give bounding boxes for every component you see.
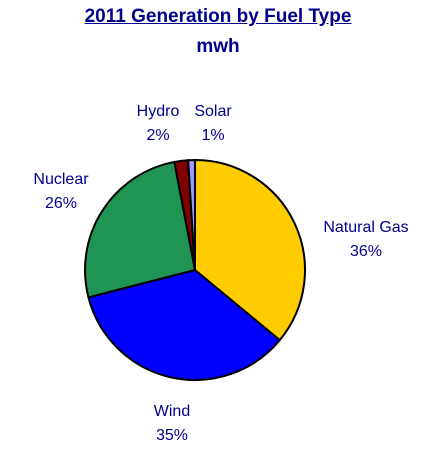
chart-subtitle: mwh [196,36,240,57]
slice-label-nuclear: Nuclear [33,171,89,188]
slice-percent-wind: 35% [156,427,188,444]
chart-title: 2011 Generation by Fuel Type [84,6,352,27]
pie-slice-solar [187,158,196,271]
pie-slice-wind [87,268,282,381]
slice-label-hydro: Hydro [137,103,180,120]
slice-percent-natural-gas: 36% [350,243,382,260]
slice-percent-hydro: 2% [146,127,169,144]
slice-percent-solar: 1% [201,127,224,144]
pie-slice-natural-gas [194,158,306,342]
slice-percent-nuclear: 26% [45,195,77,212]
slice-labels: Natural Gas 36% Wind 35% Nuclear 26% Hydro 2% So… [33,103,408,444]
pie-slice-nuclear [84,160,197,299]
pie-slices [84,158,306,381]
slice-label-solar: Solar [194,103,232,120]
slice-label-natural-gas: Natural Gas [323,219,408,236]
slice-label-wind: Wind [154,403,190,420]
